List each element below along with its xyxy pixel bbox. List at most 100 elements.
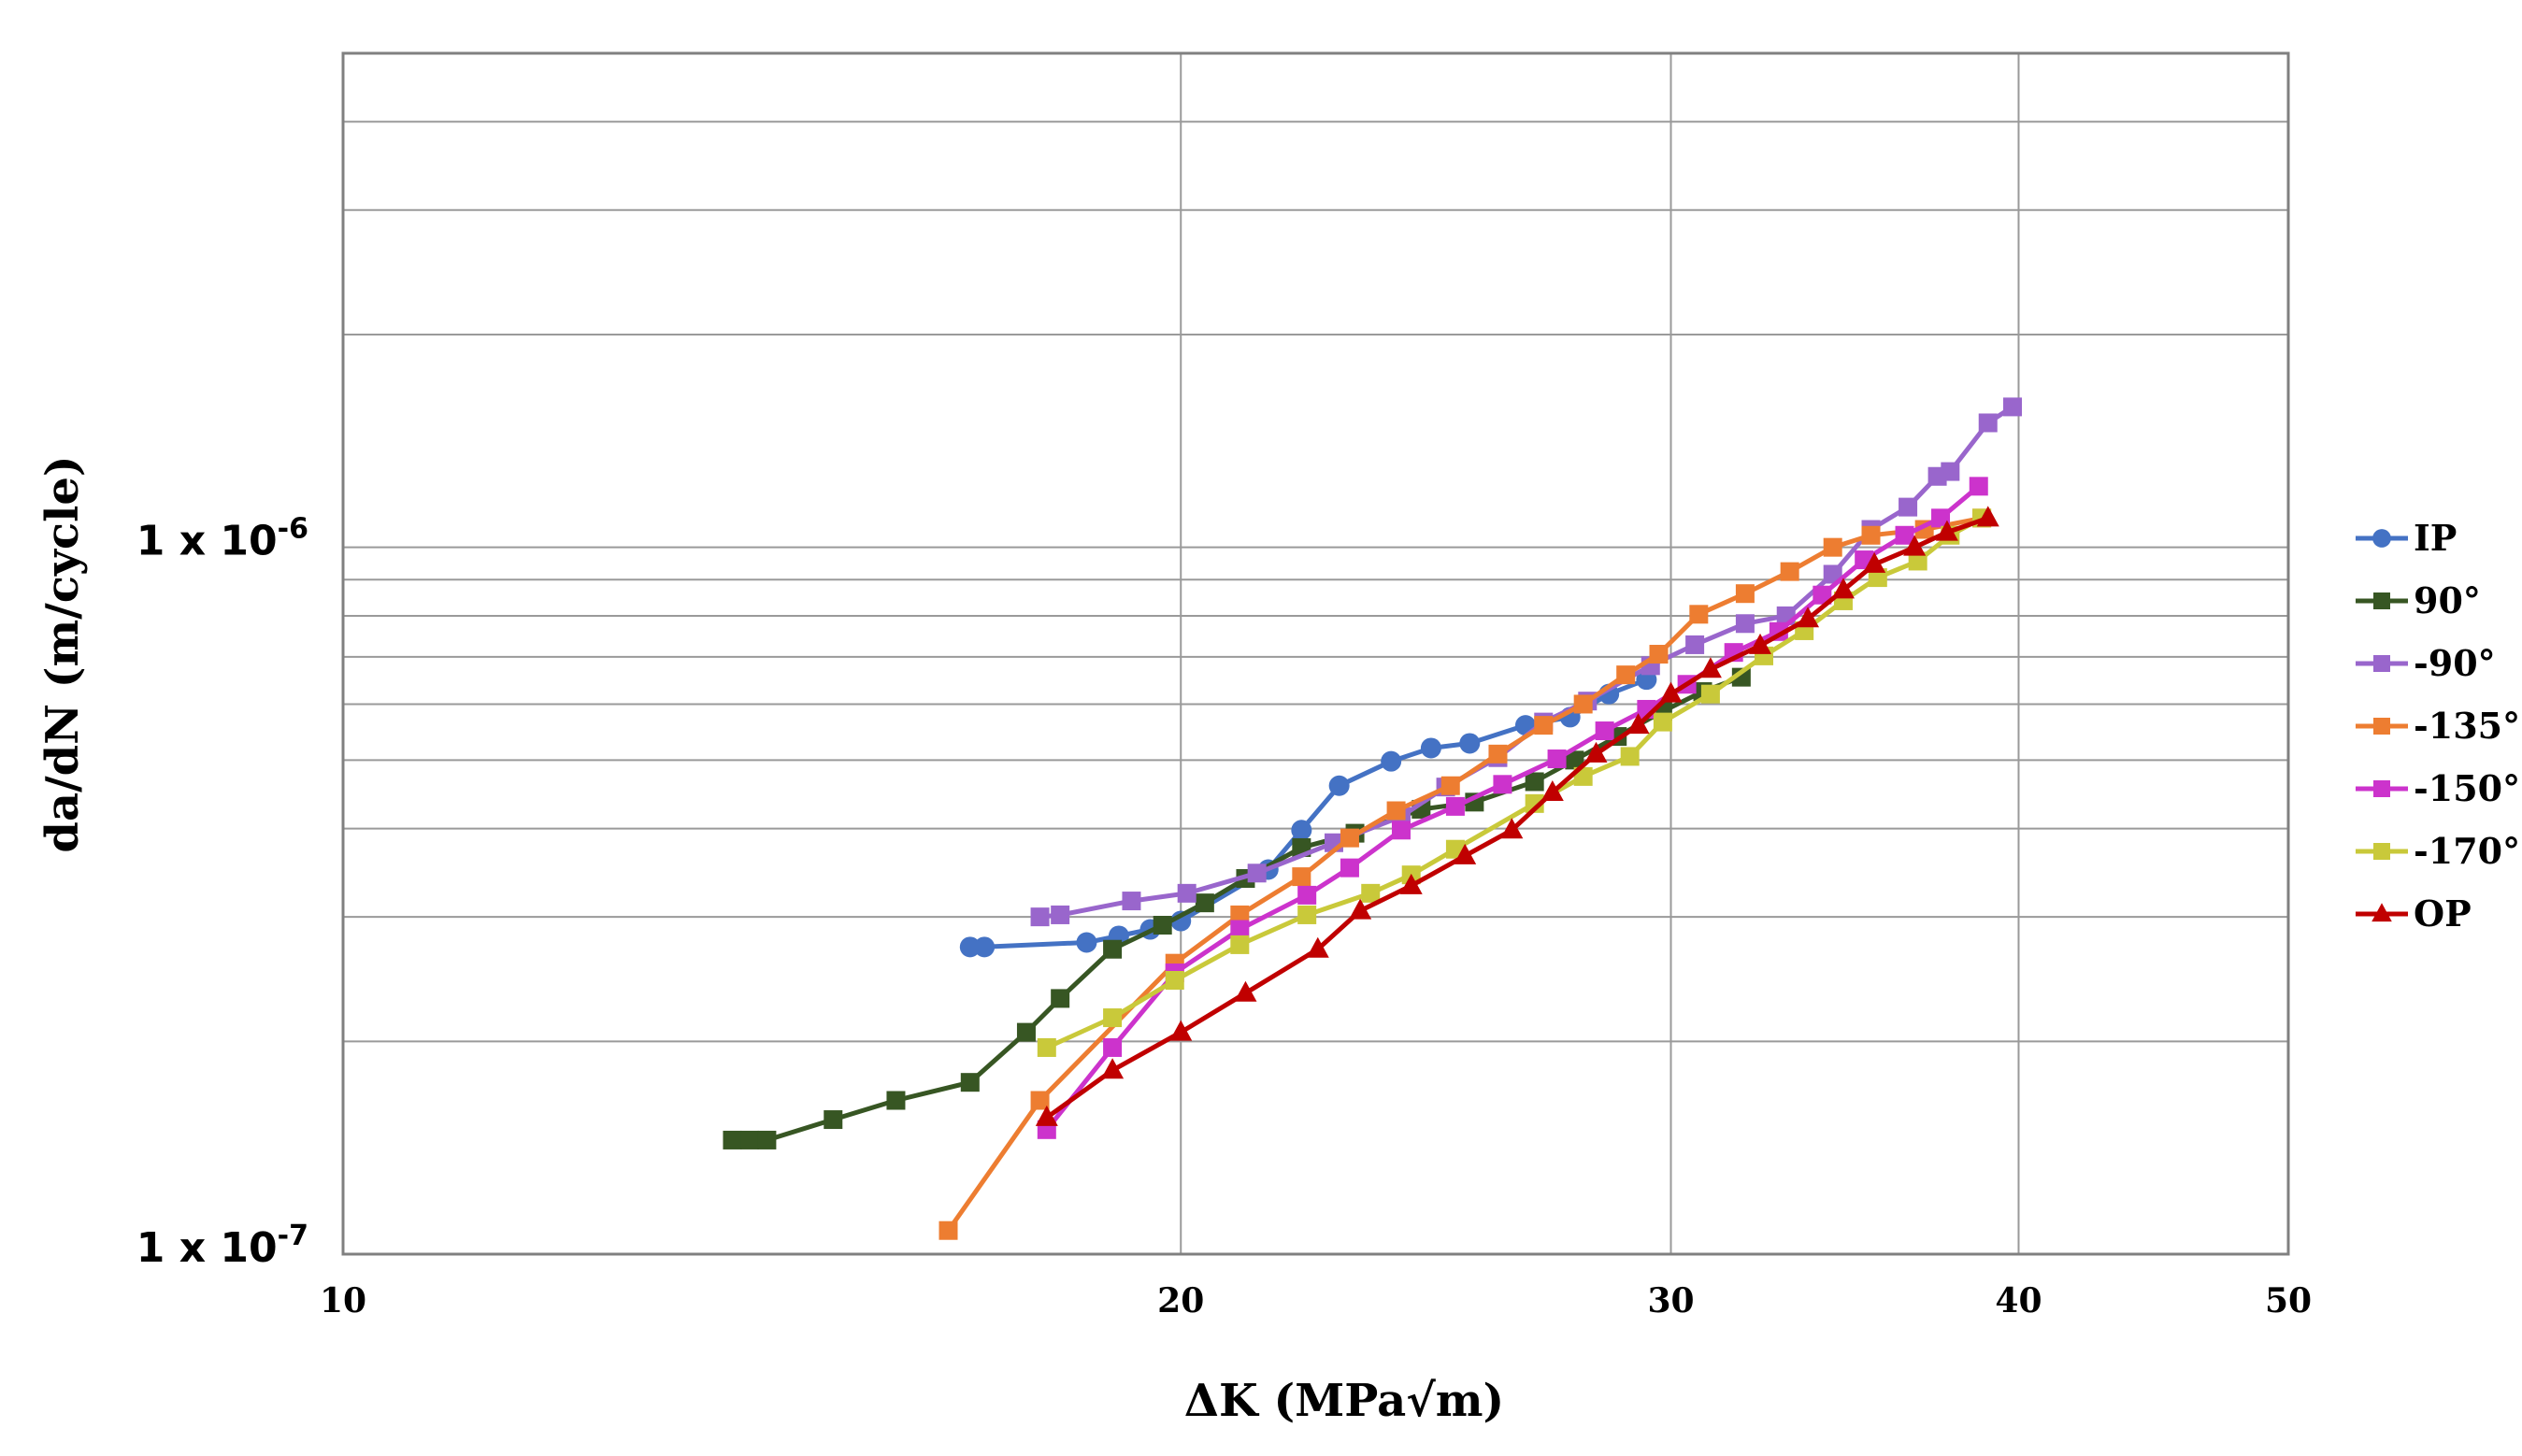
x-tick-label: 10 bbox=[320, 1281, 366, 1320]
data-point bbox=[1931, 508, 1951, 528]
data-point bbox=[960, 1073, 980, 1092]
legend-marker bbox=[2372, 903, 2392, 922]
data-point bbox=[1861, 525, 1881, 545]
data-point bbox=[1440, 776, 1460, 795]
data-point bbox=[1935, 520, 1958, 541]
data-point bbox=[1653, 712, 1672, 732]
data-point bbox=[1493, 775, 1512, 794]
data-point bbox=[1153, 916, 1172, 935]
data-point bbox=[1165, 971, 1184, 991]
data-point bbox=[1831, 578, 1855, 599]
data-point bbox=[1488, 744, 1508, 764]
data-point bbox=[1823, 537, 1842, 557]
series--90° bbox=[1030, 397, 2022, 927]
legend-label: -135° bbox=[2414, 705, 2520, 747]
series--135° bbox=[939, 508, 1992, 1240]
data-point bbox=[1616, 665, 1636, 685]
data-point bbox=[1573, 694, 1593, 714]
legend-marker bbox=[2373, 843, 2390, 860]
legend-label: -170° bbox=[2414, 830, 2520, 872]
data-point bbox=[1797, 607, 1820, 628]
series-OP bbox=[1035, 506, 1999, 1126]
data-point bbox=[1051, 905, 1070, 924]
data-point bbox=[1976, 506, 1999, 527]
data-point bbox=[1340, 858, 1359, 878]
data-point bbox=[1234, 980, 1257, 1002]
data-point bbox=[1525, 793, 1544, 813]
data-point bbox=[1292, 867, 1311, 887]
data-point bbox=[1534, 716, 1554, 735]
data-point bbox=[1420, 737, 1441, 759]
data-point bbox=[1297, 905, 1317, 924]
data-point bbox=[1749, 633, 1772, 654]
data-point bbox=[1780, 562, 1799, 581]
y-tick-labels: 1 x 10-7 1 x 10-6 bbox=[136, 513, 308, 1272]
data-point bbox=[2002, 397, 2022, 417]
data-point bbox=[1685, 635, 1705, 654]
data-point bbox=[1399, 873, 1423, 894]
data-point bbox=[886, 1091, 906, 1110]
data-point bbox=[1908, 551, 1927, 571]
data-point bbox=[1230, 935, 1250, 954]
data-point bbox=[1813, 585, 1832, 605]
data-point bbox=[1037, 1037, 1056, 1057]
data-point bbox=[1903, 535, 1927, 556]
data-point bbox=[723, 1130, 742, 1149]
data-point bbox=[1445, 796, 1465, 816]
data-point bbox=[1978, 413, 1998, 433]
data-point bbox=[939, 1220, 958, 1240]
data-point bbox=[1969, 477, 1988, 496]
legend: IP 90° -90° -135° -150° -170° OP bbox=[2356, 517, 2520, 935]
data-point bbox=[1016, 1022, 1036, 1042]
data-point bbox=[1349, 898, 1372, 920]
legend-item: -90° bbox=[2356, 642, 2496, 684]
data-point bbox=[1500, 818, 1524, 839]
data-point bbox=[1659, 681, 1683, 703]
data-point bbox=[1540, 779, 1564, 801]
legend-marker bbox=[2373, 592, 2390, 609]
data-point bbox=[1030, 1091, 1050, 1110]
data-point bbox=[1247, 864, 1267, 883]
data-point bbox=[1565, 750, 1584, 770]
data-point bbox=[1649, 645, 1669, 664]
grid-lines bbox=[342, 52, 2289, 1255]
plot-area-border bbox=[341, 51, 2290, 1256]
x-tick-labels: 10 20 30 40 50 bbox=[320, 1281, 2312, 1320]
data-point bbox=[1459, 733, 1481, 754]
y-tick-label: 1 x 10-6 bbox=[136, 513, 308, 565]
data-point bbox=[1547, 749, 1567, 769]
x-axis-title: ΔK (MPa√m) bbox=[1184, 1375, 1504, 1427]
legend-item: OP bbox=[2356, 892, 2472, 935]
series--150° bbox=[1037, 477, 1988, 1139]
data-point bbox=[1328, 775, 1350, 796]
data-point bbox=[1386, 801, 1406, 821]
data-point bbox=[1584, 741, 1608, 763]
data-point bbox=[1103, 939, 1123, 959]
data-point bbox=[959, 936, 981, 958]
data-point bbox=[1103, 1037, 1123, 1057]
legend-label: IP bbox=[2414, 517, 2457, 559]
legend-item: -150° bbox=[2356, 767, 2520, 809]
legend-label: OP bbox=[2414, 892, 2472, 935]
data-point bbox=[1230, 905, 1250, 924]
series-layer bbox=[723, 397, 2022, 1240]
data-point bbox=[1340, 828, 1359, 848]
data-point bbox=[1899, 497, 1918, 517]
data-point bbox=[1103, 1008, 1123, 1028]
data-point bbox=[1076, 932, 1097, 953]
data-point bbox=[1195, 893, 1214, 913]
data-point bbox=[1169, 1020, 1193, 1041]
x-tick-label: 30 bbox=[1647, 1281, 1694, 1320]
data-point bbox=[1177, 883, 1197, 903]
data-point bbox=[1051, 989, 1070, 1008]
data-point bbox=[1030, 907, 1050, 927]
data-point bbox=[1291, 820, 1312, 841]
x-tick-label: 50 bbox=[2265, 1281, 2312, 1320]
data-point bbox=[1101, 1058, 1125, 1079]
legend-label: -90° bbox=[2414, 642, 2496, 684]
data-point bbox=[1035, 1105, 1058, 1126]
data-point bbox=[1731, 667, 1751, 687]
data-point bbox=[974, 936, 996, 958]
data-point bbox=[1735, 614, 1755, 634]
data-point bbox=[1689, 605, 1709, 624]
